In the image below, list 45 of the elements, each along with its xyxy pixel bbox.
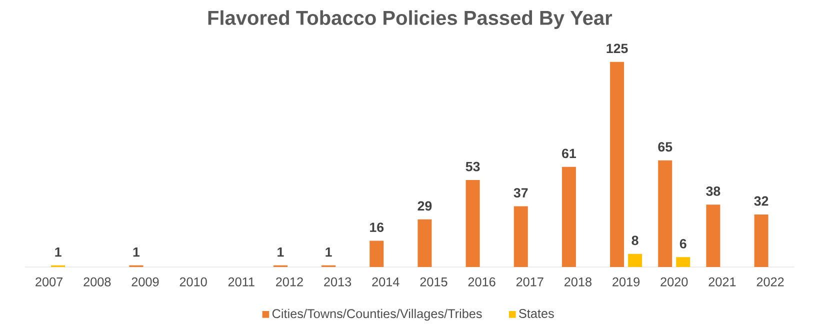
legend-label: Cities/Towns/Counties/Villages/Tribes	[272, 308, 482, 321]
x-tick-label: 2013	[324, 277, 352, 286]
bar	[706, 204, 720, 267]
data-label: 1	[278, 247, 284, 257]
x-tick-label: 2021	[708, 277, 736, 286]
data-label: 53	[466, 162, 480, 172]
data-label: 8	[632, 236, 638, 246]
data-label: 1	[326, 247, 332, 257]
data-label: 1	[133, 247, 140, 257]
x-tick-label: 2009	[132, 277, 159, 286]
bar	[754, 214, 768, 267]
x-tick-label: 2016	[468, 277, 496, 286]
x-tick-label: 2014	[372, 277, 400, 286]
x-tick-label: 2017	[516, 277, 544, 286]
data-label: 32	[754, 196, 768, 206]
data-label: 65	[658, 142, 672, 152]
x-tick-label: 2018	[564, 277, 592, 286]
data-label: 16	[370, 222, 384, 232]
x-tick-label: 2022	[756, 277, 784, 286]
x-tick-label: 2010	[180, 277, 207, 286]
data-label: 125	[606, 44, 628, 54]
bar	[514, 206, 528, 267]
bar	[628, 254, 642, 267]
bar	[676, 257, 690, 267]
bar	[418, 219, 432, 267]
x-tick-label: 2015	[420, 277, 448, 286]
bar	[466, 180, 480, 267]
data-label: 6	[680, 238, 686, 248]
x-tick-label: 2007	[36, 277, 63, 286]
x-tick-label: 2020	[660, 277, 688, 286]
x-tick-label: 2012	[276, 277, 303, 286]
data-label: 61	[562, 148, 576, 158]
bar	[610, 62, 624, 267]
bar	[370, 240, 384, 267]
data-label: 1	[55, 247, 62, 257]
data-label: 37	[514, 188, 528, 198]
bar	[562, 166, 576, 267]
chart-title: Flavored Tobacco Policies Passed By Year	[208, 10, 612, 29]
x-tick-label: 2019	[612, 277, 640, 286]
data-label: 29	[418, 201, 432, 211]
x-tick-label: 2008	[84, 277, 111, 286]
legend-label: States	[519, 309, 554, 318]
x-tick-label: 2011	[228, 277, 254, 286]
data-label: 38	[706, 186, 720, 196]
bar	[658, 160, 672, 267]
